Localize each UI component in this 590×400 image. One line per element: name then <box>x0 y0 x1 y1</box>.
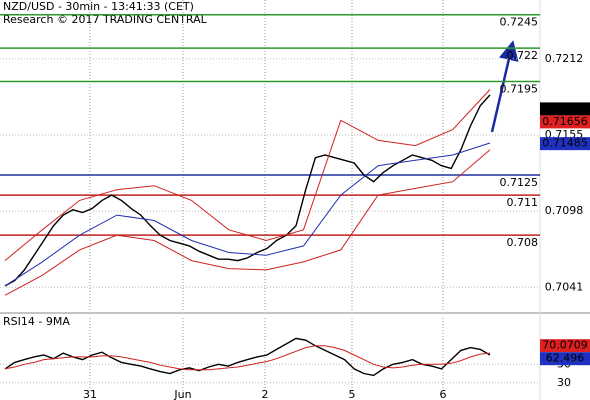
y-tick-label: 0.7098 <box>545 204 584 217</box>
price-tag-bg <box>540 102 590 116</box>
price-tag: 0.71745 <box>540 102 590 116</box>
y-tick-label: 0.7212 <box>545 52 584 65</box>
price-tag: 62.496 <box>540 352 590 366</box>
price-tag-bg <box>540 339 590 353</box>
price-tag-label: 0.71485 <box>542 137 588 150</box>
level-label: 0.7195 <box>500 83 539 96</box>
chart-title: NZD/USD - 30min - 13:41:33 (CET) <box>3 0 194 13</box>
y-tick-label: 30 <box>557 376 571 389</box>
level-label: 0.708 <box>507 236 539 249</box>
series-line <box>4 94 491 287</box>
rsi-title: RSI14 - 9MA <box>3 315 70 328</box>
forecast-arrow <box>490 40 519 133</box>
x-tick-label: 5 <box>349 388 356 400</box>
price-tag-label: 0.71745 <box>542 102 588 115</box>
series-line <box>4 149 491 296</box>
level-label: 0.722 <box>507 49 539 62</box>
price-tag-bg <box>540 115 590 129</box>
y-tick-label: 0.7041 <box>545 280 584 293</box>
level-label: 0.711 <box>507 196 539 209</box>
price-tag: 70.0709 <box>540 339 590 353</box>
price-tag: 0.71485 <box>540 137 590 151</box>
series-line <box>4 89 491 261</box>
x-tick-label: 31 <box>83 388 97 400</box>
series-line <box>4 142 491 287</box>
price-tag-bg <box>540 137 590 151</box>
x-tick-label: 2 <box>262 388 269 400</box>
x-tick-label: Jun <box>173 388 191 400</box>
series-line <box>4 345 491 371</box>
price-tag-label: 70.0709 <box>542 339 588 352</box>
price-tag-label: 62.496 <box>546 352 585 365</box>
chart-subtitle: Research © 2017 TRADING CENTRAL <box>3 13 208 26</box>
level-label: 0.7245 <box>500 16 539 29</box>
x-tick-label: 6 <box>440 388 447 400</box>
level-label: 0.7125 <box>500 176 539 189</box>
price-tag-label: 0.71656 <box>542 115 588 128</box>
price-tag: 0.71656 <box>540 115 590 129</box>
series-line <box>4 337 491 377</box>
price-tag-bg <box>540 352 590 366</box>
